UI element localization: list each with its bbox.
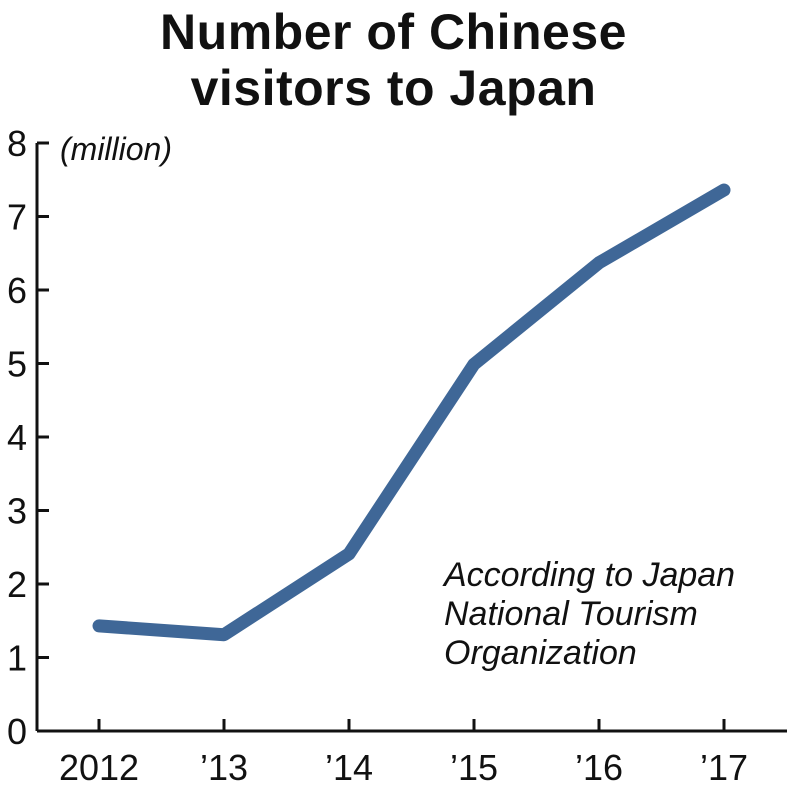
y-tick-label: 0 bbox=[7, 711, 27, 752]
y-tick-label: 1 bbox=[7, 638, 27, 679]
source-annotation: According to Japan National Tourism Orga… bbox=[444, 556, 735, 673]
y-axis-unit: (million) bbox=[60, 131, 172, 167]
source-line-1: According to Japan bbox=[444, 556, 736, 594]
y-tick-label: 8 bbox=[7, 123, 27, 164]
y-tick-label: 3 bbox=[7, 491, 27, 532]
x-tick-label: ’14 bbox=[325, 747, 373, 788]
x-tick-label: ’17 bbox=[700, 747, 748, 788]
series-group bbox=[92, 183, 731, 642]
y-tick-label: 2 bbox=[7, 564, 27, 605]
y-tick-label: 4 bbox=[7, 417, 27, 458]
y-tick-label: 5 bbox=[7, 344, 27, 385]
y-axis-ticks: 0 1 2 3 4 5 6 7 8 bbox=[7, 123, 49, 752]
series-line bbox=[92, 183, 731, 642]
y-tick-label: 7 bbox=[7, 197, 27, 238]
x-axis-ticks: 2012 ’13 ’14 ’15 ’16 ’17 bbox=[59, 719, 748, 788]
title-line-1: Number of Chinese bbox=[160, 4, 627, 60]
source-line-2: National Tourism bbox=[444, 595, 698, 633]
title-line-2: visitors to Japan bbox=[190, 60, 597, 116]
x-tick-label: ’15 bbox=[450, 747, 498, 788]
x-tick-label: 2012 bbox=[59, 747, 139, 788]
x-tick-label: ’16 bbox=[575, 747, 623, 788]
x-tick-label: ’13 bbox=[200, 747, 248, 788]
source-line-3: Organization bbox=[444, 634, 637, 672]
chart-title: Number of Chinese visitors to Japan bbox=[0, 4, 787, 116]
y-tick-label: 6 bbox=[7, 270, 27, 311]
